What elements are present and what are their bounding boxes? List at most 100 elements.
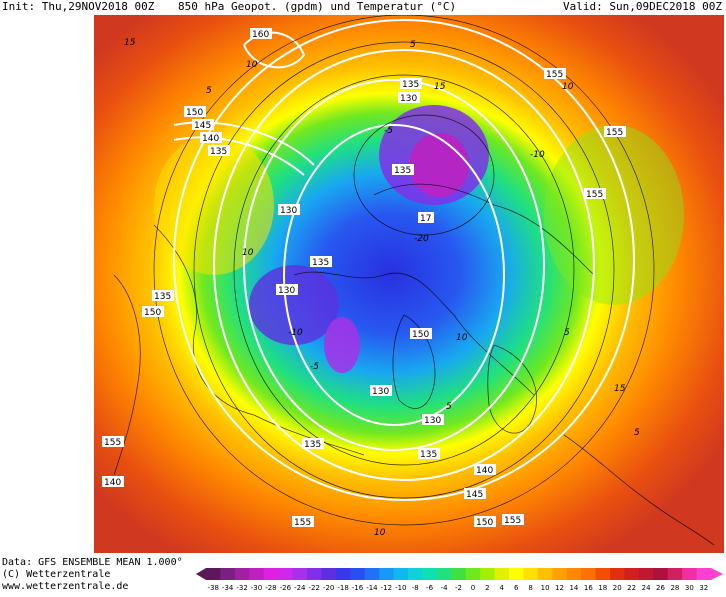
temperature-field [94,15,724,553]
temperature-label: 10 [246,60,258,70]
colorbar-swatch [364,568,380,580]
svg-text:135: 135 [304,440,321,450]
temperature-label: 15 [434,82,446,92]
cold-core-greenland [324,317,360,373]
svg-text:135: 135 [154,292,171,302]
geopotential-label: 150 [474,516,496,528]
svg-text:135: 135 [210,147,227,157]
svg-text:150: 150 [476,518,493,528]
temperature-label: 10 [562,82,574,92]
svg-text:145: 145 [194,121,211,131]
geopotential-label: 155 [604,126,626,138]
colorbar-tick-label: 28 [670,584,679,592]
colorbar-swatch [624,568,640,580]
cold-core-siberia-inner [409,133,469,197]
colorbar-swatch [321,568,337,580]
colorbar-swatch [581,568,597,580]
colorbar-tick-label: 12 [555,584,564,592]
colorbar-tick-label: -34 [222,584,234,592]
colorbar-tick-label: -6 [426,584,434,592]
svg-text:155: 155 [606,128,623,138]
colorbar-swatch [509,568,524,580]
geopotential-label: 140 [102,476,124,488]
geopotential-label: 130 [422,414,444,426]
geopotential-label: 155 [584,188,606,200]
colorbar-tick-label: -38 [207,584,218,592]
colorbar-swatch [249,568,265,580]
colorbar-tick-label: 26 [656,584,665,592]
colorbar-swatch [263,568,279,580]
svg-text:155: 155 [586,190,603,200]
colorbar-swatch [234,568,250,580]
svg-text:140: 140 [202,134,219,144]
colorbar-swatch [667,568,683,580]
svg-text:155: 155 [294,518,311,528]
colorbar-tick-label: 32 [699,584,708,592]
colorbar-tick-label: -32 [236,584,247,592]
svg-text:150: 150 [412,330,429,340]
colorbar-tick-label: 22 [627,584,636,592]
geopotential-label: 145 [464,488,486,500]
colorbar-tick-label: -22 [308,584,319,592]
geopotential-label: 150 [410,328,432,340]
svg-text:130: 130 [424,416,441,426]
geopotential-label: 135 [152,290,174,302]
colorbar-tick-label: 2 [485,584,489,592]
colorbar-swatch [480,568,496,580]
warm-pool-atlantic [154,135,274,275]
colorbar-tick-label: -30 [251,584,262,592]
colorbar-swatch [465,568,481,580]
colorbar-arrow-right [711,568,723,580]
geopotential-label: 135 [208,145,230,157]
geopotential-label: 135 [302,438,324,450]
svg-text:135: 135 [402,80,419,90]
colorbar-tick-label: -20 [323,584,334,592]
colorbar-tick-label: 4 [500,584,505,592]
colorbar-swatch [350,568,366,580]
colorbar-swatch [537,568,553,580]
colorbar-arrow-left [196,568,206,580]
colorbar-swatch [206,568,221,580]
geopotential-label: 150 [184,106,206,118]
temperature-label: -5 [384,126,393,136]
colorbar-tick-label: 18 [598,584,607,592]
svg-text:17: 17 [420,214,431,224]
colorbar-swatch [436,568,452,580]
temperature-label-group: 15 10 5 15 10 5 -5 -10 -20 -5 5 10 -10 10 5 15 10 5 [124,38,640,538]
geopotential-label: 145 [192,119,214,131]
svg-text:145: 145 [466,490,483,500]
colorbar-tick-label: -2 [455,584,462,592]
colorbar-tick-label: -24 [294,584,306,592]
colorbar-swatch [422,568,438,580]
svg-text:140: 140 [104,478,121,488]
colorbar-swatch [307,568,322,580]
temperature-label: 5 [206,86,212,96]
colorbar-tick-label: 16 [584,584,593,592]
colorbar-tick-label: -14 [366,584,378,592]
colorbar-tick-label: 24 [642,584,651,592]
coastlines [113,183,715,546]
geopotential-label: 155 [502,514,524,526]
geopotential-label: 135 [310,256,332,268]
colorbar-swatch [408,568,423,580]
svg-text:135: 135 [394,166,411,176]
geopotential-label: 155 [292,516,314,528]
svg-text:140: 140 [476,466,493,476]
chart-title: 850 hPa Geopot. (gpdm) und Temperatur (°… [178,0,457,13]
svg-text:150: 150 [144,308,161,318]
colorbar-tick-label: 14 [569,584,578,592]
geopotential-label-group: 1601551551551501451401351351301351301713… [102,28,626,528]
colorbar-swatch [653,568,669,580]
svg-text:130: 130 [280,206,297,216]
colorbar-tick-label: 6 [514,584,519,592]
temperature-isolines [153,15,655,526]
init-time: Init: Thu,29NOV2018 00Z [2,0,155,13]
geopotential-label: 130 [370,385,392,397]
svg-text:160: 160 [252,30,269,40]
svg-text:155: 155 [104,438,121,448]
colorbar-swatch [595,568,611,580]
colorbar-swatch [220,568,236,580]
colorbar-tick-label: -10 [395,584,406,592]
temperature-label: -10 [288,328,303,338]
temperature-label: 5 [446,402,452,412]
